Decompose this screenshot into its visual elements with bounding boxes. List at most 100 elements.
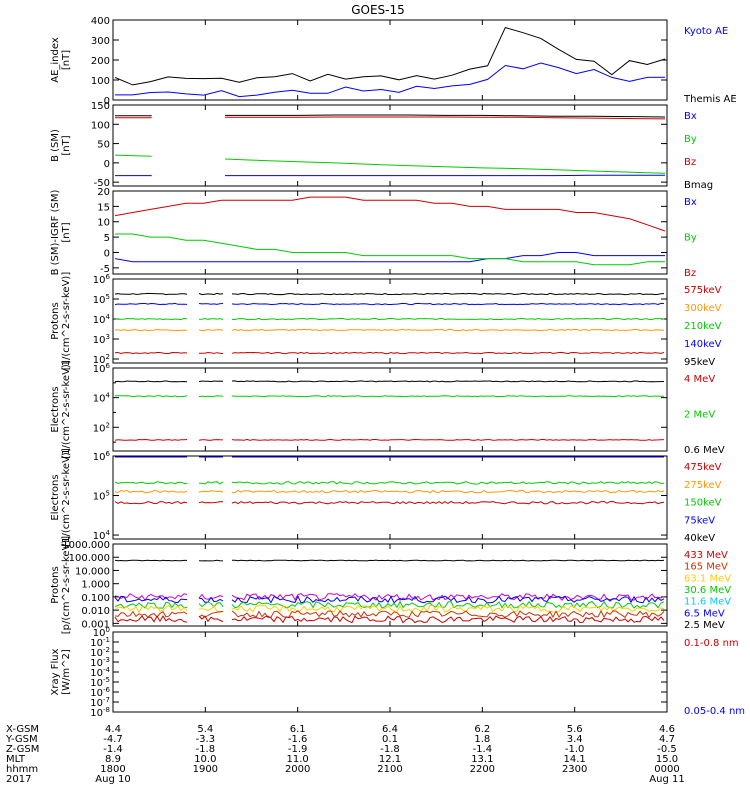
y-axis-label: Xray Flux xyxy=(50,648,61,695)
legend-entry: Bz xyxy=(684,268,696,279)
series-line xyxy=(115,253,665,262)
legend-entry: 6.5 MeV xyxy=(684,608,725,619)
y-tick-label: 150 xyxy=(91,101,110,112)
legend-entry: 0.1-0.8 nm xyxy=(684,638,739,649)
legend-entry: 275keV xyxy=(684,480,722,491)
legend-entry: 0.05-0.4 nm xyxy=(684,706,745,717)
series-line xyxy=(115,490,664,492)
y-tick-label: 102 xyxy=(93,421,110,434)
y-axis-label: Protons xyxy=(50,302,61,339)
series-line xyxy=(115,596,664,603)
legend-entry: 75keV xyxy=(684,515,715,526)
legend-entry: 95keV xyxy=(684,357,715,368)
y-tick-label: 100 xyxy=(91,76,110,87)
series-line xyxy=(115,502,664,504)
legend-entry: 2.5 MeV xyxy=(684,620,725,631)
legend-entry: 0.6 MeV xyxy=(684,445,725,456)
y-tick-label: 400 xyxy=(91,16,110,27)
orbit-cell: 2300 xyxy=(562,764,587,775)
y-tick-label: 50 xyxy=(97,140,110,151)
series-line xyxy=(115,352,664,353)
panel-frame xyxy=(113,632,667,712)
legend-entry: Bz xyxy=(684,157,696,168)
legend-entry: 140keV xyxy=(684,339,722,350)
y-tick-label: 100.000 xyxy=(69,553,110,564)
series-line xyxy=(115,63,665,97)
series-line xyxy=(115,560,664,561)
y-tick-label: 15 xyxy=(97,202,110,213)
y-axis-label: Electrons xyxy=(50,474,61,520)
panel-frame xyxy=(113,456,667,539)
legend-entry: 475keV xyxy=(684,462,722,473)
orbit-cell: 2100 xyxy=(377,764,402,775)
legend-entry: By xyxy=(684,233,697,244)
y-tick-label: 103 xyxy=(93,333,110,346)
series-line xyxy=(115,606,664,613)
legend-entry: Bx xyxy=(684,197,697,208)
y-tick-label: 0.010 xyxy=(81,606,110,617)
y-tick-label: 105 xyxy=(93,293,110,306)
series-line xyxy=(115,234,665,265)
legend-entry: 433 MeV xyxy=(684,550,728,561)
y-axis-label: B (SM)-IGRF (SM) xyxy=(50,190,61,276)
y-axis-label: [W/m^2] xyxy=(61,649,72,695)
panel-frame xyxy=(113,368,667,451)
figure-title: GOES-15 xyxy=(351,3,405,17)
legend-entry: 2 MeV xyxy=(684,410,715,421)
y-tick-label: 105 xyxy=(93,490,110,503)
y-tick-label: 104 xyxy=(93,392,111,405)
series-line xyxy=(115,611,664,618)
series-line xyxy=(115,482,664,484)
orbit-cell: 1900 xyxy=(193,764,218,775)
y-axis-label: [1/(cm^2-s-sr-keV)] xyxy=(61,360,72,459)
legend-entry: 150keV xyxy=(684,498,722,509)
panel-frame xyxy=(113,279,667,363)
series-line xyxy=(115,381,664,382)
orbit-cell: Aug 11 xyxy=(649,774,684,785)
legend-entry: Kyoto AE xyxy=(684,26,728,37)
series-line xyxy=(115,28,665,85)
y-axis-label: Electrons xyxy=(50,386,61,432)
y-axis-label: [p/(cm^2-s-sr-keV)] xyxy=(61,536,72,635)
series-line xyxy=(115,155,665,173)
legend-entry: 30.6 MeV xyxy=(684,585,731,596)
y-axis-label: Protons xyxy=(50,566,61,603)
y-tick-label: 106 xyxy=(93,450,111,463)
legend-entry: Bx xyxy=(684,111,697,122)
orbit-row-label: 2017 xyxy=(6,774,31,785)
legend-entry: 210keV xyxy=(684,321,722,332)
y-tick-label: 10.000 xyxy=(75,566,110,577)
series-line xyxy=(115,439,664,440)
orbit-cell: Aug 10 xyxy=(95,774,130,785)
series-line xyxy=(115,117,665,119)
y-axis-label: [nT] xyxy=(61,135,72,155)
y-axis-label: [nT] xyxy=(61,50,72,70)
orbit-cell: 2200 xyxy=(470,764,495,775)
legend-entry: 63.1 MeV xyxy=(684,573,731,584)
series-line xyxy=(115,197,665,231)
y-tick-label: 104 xyxy=(93,313,111,326)
y-tick-label: 10 xyxy=(97,218,110,229)
legend-entry: 165 MeV xyxy=(684,562,728,573)
series-line xyxy=(115,293,664,294)
y-tick-label: 1.000 xyxy=(81,580,110,591)
y-tick-label: 0 xyxy=(104,248,110,259)
legend-entry: Bmag xyxy=(684,180,713,191)
y-axis-label: AE_index xyxy=(50,37,61,83)
y-tick-label: 20 xyxy=(97,187,110,198)
y-tick-label: 106 xyxy=(93,273,111,286)
y-axis-label: B (SM) xyxy=(50,129,61,162)
legend-entry: Themis AE xyxy=(683,94,737,105)
orbit-cell: 2000 xyxy=(285,764,310,775)
series-line xyxy=(115,396,664,397)
legend-entry: 11.6 MeV xyxy=(684,597,731,608)
y-tick-label: 200 xyxy=(91,56,110,67)
y-tick-label: 300 xyxy=(91,36,110,47)
y-tick-label: 100 xyxy=(91,120,110,131)
legend-entry: 40keV xyxy=(684,533,715,544)
legend-entry: 4 MeV xyxy=(684,374,715,385)
y-axis-label: [1/(cm^2-s-sr-keV)] xyxy=(61,448,72,547)
series-line xyxy=(115,329,664,330)
